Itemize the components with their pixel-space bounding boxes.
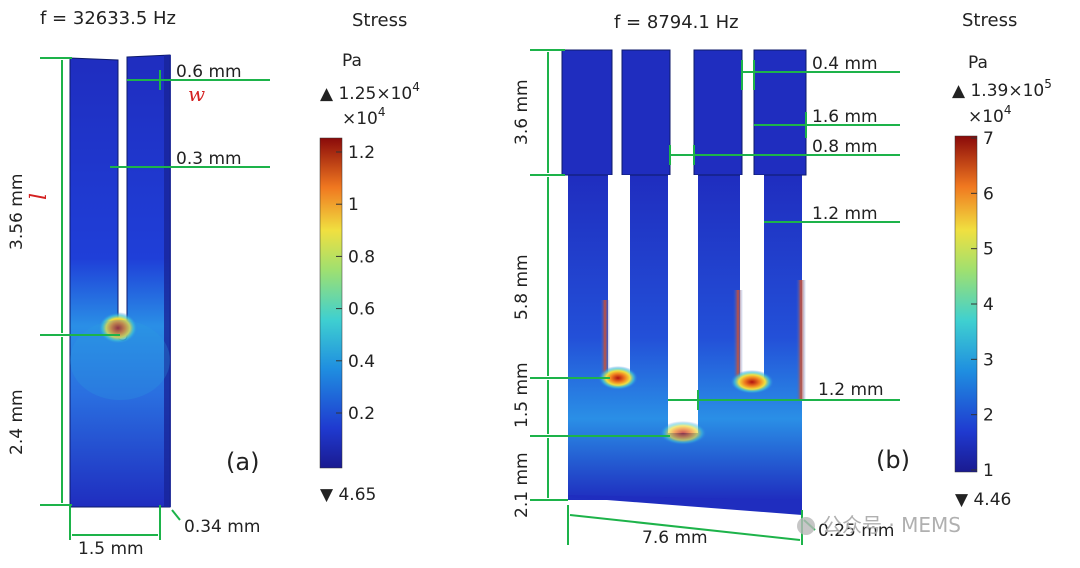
colorbar-b-tick-label: 7 [983, 129, 994, 149]
colorbar-b: Stress Pa ▲ 1.39×105 ×104 7 6 5 4 3 2 1 ▼ 4.46 [952, 10, 1052, 510]
colorbar-a-min: ▼ 4.65 [320, 485, 376, 505]
colorbar-a-max: ▲ 1.25×104 [320, 80, 420, 104]
fork-a [69, 54, 171, 508]
dim-b-base-height: 2.1 mm [512, 452, 532, 518]
dim-b-top-height: 3.6 mm [512, 79, 532, 145]
colorbar-b-min: ▼ 4.46 [955, 490, 1011, 510]
dim-a-prong-length: 3.56 mm [7, 174, 27, 250]
panel-b-frequency: f = 8794.1 Hz [614, 12, 739, 33]
colorbar-b-tick-label: 5 [983, 240, 994, 260]
colorbar-a-tick-label: 0.2 [348, 404, 375, 424]
panel-a-label: (a) [226, 448, 259, 476]
watermark-text: 公众号 · MEMS [822, 513, 961, 537]
fork-b-base-bottom [568, 495, 802, 515]
watermark-logo-icon [797, 517, 815, 535]
dim-b-gap-mid: 0.8 mm [812, 137, 878, 157]
dim-b-thickness: 0.25 mm [818, 521, 894, 541]
fork-b-prong-4 [753, 49, 807, 176]
colorbar-b-scale: ×104 [968, 103, 1012, 127]
colorbar-a-title: Stress [352, 10, 407, 31]
fork-b-hotspot-1 [598, 366, 638, 390]
fork-b-slot-1 [608, 175, 630, 378]
panel-a: f = 32633.5 Hz 0.6 mm w 0.3 mm 3.56 [7, 8, 420, 559]
colorbar-b-tick-label: 6 [983, 184, 994, 204]
colorbar-a: Stress Pa ▲ 1.25×104 ×104 1.2 1 0.8 0.6 0.4 0… [319, 10, 420, 505]
panel-b-dimensions: 3.6 mm 5.8 mm 1.5 mm 2.1 mm 0.4 mm 1.6 m… [512, 49, 900, 548]
colorbar-b-unit: Pa [968, 53, 988, 73]
colorbar-a-tick-label: 0.8 [348, 247, 375, 267]
dim-b-prong-width: 1.6 mm [812, 107, 878, 127]
fork-b-slot-2 [668, 175, 698, 433]
colorbar-b-tick-label: 2 [983, 406, 994, 426]
fork-b [561, 49, 807, 515]
fork-b-prong-3 [693, 49, 743, 176]
colorbar-a-unit: Pa [342, 51, 362, 71]
panel-b: f = 8794.1 Hz [512, 10, 1052, 548]
panel-b-label: (b) [876, 446, 910, 474]
dim-a-base-length: 2.4 mm [7, 389, 27, 455]
dim-b-width: 7.6 mm [642, 528, 708, 548]
watermark: 公众号 · MEMS [797, 513, 961, 537]
dim-a-w-symbol: w [188, 82, 205, 106]
fork-b-slot-3 [740, 175, 764, 382]
dim-a-thickness: 0.34 mm [184, 517, 260, 537]
dim-a-width: 1.5 mm [78, 539, 144, 559]
colorbar-b-ticks: 7 6 5 4 3 2 1 [971, 129, 994, 481]
fork-b-prong-1 [561, 49, 613, 176]
colorbar-b-tick-label: 4 [983, 295, 994, 315]
fork-b-prong-2 [621, 49, 671, 176]
dim-b-slot-width: 1.2 mm [812, 204, 878, 224]
colorbar-b-max: ▲ 1.39×105 [952, 77, 1052, 101]
colorbar-b-tick-label: 3 [983, 350, 994, 370]
dim-b-center-gap: 1.2 mm [818, 380, 884, 400]
colorbar-a-tick-label: 0.6 [348, 300, 375, 320]
colorbar-a-scale: ×104 [342, 105, 386, 129]
fork-a-side-face [164, 55, 171, 507]
colorbar-a-bar [319, 137, 343, 469]
colorbar-a-ticks: 1.2 1 0.8 0.6 0.4 0.2 [336, 143, 375, 424]
dim-b-step-height: 1.5 mm [512, 362, 532, 428]
colorbar-b-title: Stress [962, 10, 1017, 31]
fork-a-body [69, 54, 171, 508]
panel-a-frequency: f = 32633.5 Hz [40, 8, 176, 29]
fork-a-stress-glow [70, 320, 170, 400]
dim-b-mid-height: 5.8 mm [512, 254, 532, 320]
colorbar-b-tick-label: 1 [983, 461, 994, 481]
panel-a-dimensions: 0.6 mm w 0.3 mm 3.56 mm l 2.4 mm 1.5 mm … [7, 57, 270, 559]
fork-b-edge-stress-slot3 [733, 290, 743, 380]
colorbar-a-tick-label: 1.2 [348, 143, 375, 163]
fork-b-hotspot-2 [659, 421, 707, 445]
fork-b-hotspot-3 [730, 370, 774, 394]
colorbar-a-tick-label: 0.4 [348, 352, 375, 372]
dim-b-gap-small: 0.4 mm [812, 54, 878, 74]
colorbar-a-tick-label: 1 [348, 195, 359, 215]
dim-a-prong-width: 0.6 mm [176, 62, 242, 82]
dim-a-gap: 0.3 mm [176, 149, 242, 169]
fork-b-edge-stress-left [600, 300, 610, 380]
fork-b-edge-stress-right [796, 280, 806, 400]
dim-a-l-symbol: l [27, 193, 52, 200]
